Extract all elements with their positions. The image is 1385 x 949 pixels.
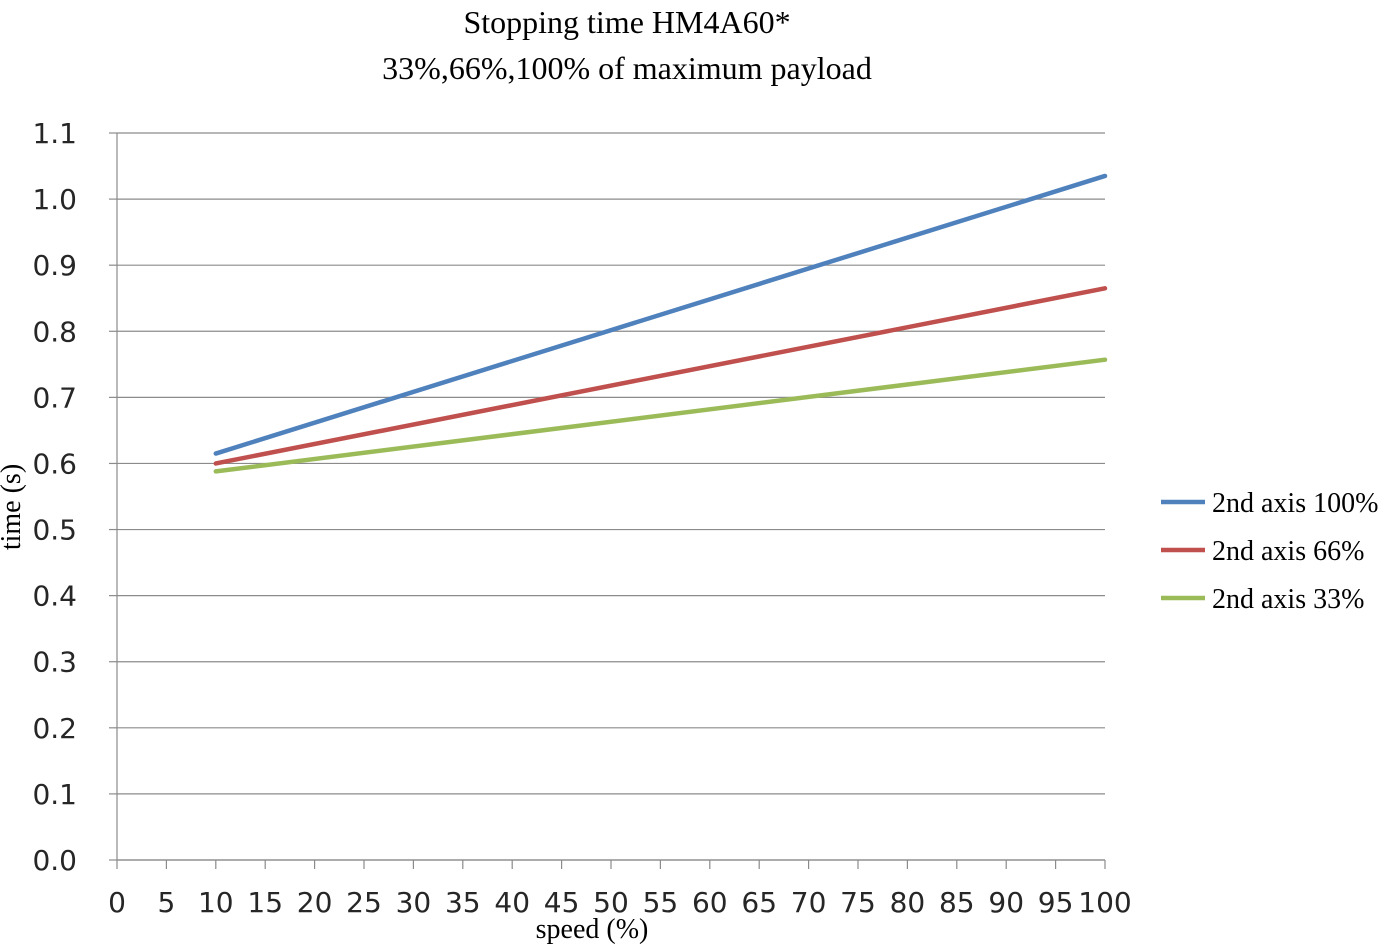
y-tick-label: 0.9: [32, 249, 77, 282]
series-lines: [213, 173, 1108, 474]
y-tick-label: 0.7: [32, 381, 77, 414]
legend-item: 2nd axis 100%: [1161, 488, 1378, 519]
y-tick-label: 1.0: [32, 183, 77, 216]
x-tick-label: 95: [1038, 886, 1074, 919]
y-tick-label: 0.0: [32, 844, 77, 877]
x-tick-label: 90: [988, 886, 1024, 919]
x-tick-label: 25: [346, 886, 382, 919]
legend: 2nd axis 100% 2nd axis 66% 2nd axis 33%: [1161, 488, 1378, 615]
x-tick-label: 10: [198, 886, 234, 919]
legend-item: 2nd axis 66%: [1161, 536, 1364, 567]
x-tick-label: 50: [593, 886, 629, 919]
legend-label: 2nd axis 100%: [1212, 488, 1378, 519]
x-tick-label: 65: [741, 886, 777, 919]
y-tick-labels: 0.0 0.1 0.2 0.3 0.4 0.5 0.6 0.7 0.8 0.9 1.0 1.1: [32, 117, 77, 877]
x-axis-title: speed (%): [536, 914, 649, 945]
y-tick-label: 0.1: [32, 778, 77, 811]
x-tick-label: 40: [494, 886, 530, 919]
y-tick-label: 1.1: [32, 117, 77, 150]
x-tick-label: 35: [445, 886, 481, 919]
x-tick-label: 85: [939, 886, 975, 919]
y-tick-label: 0.2: [32, 712, 77, 745]
x-tick-label: 5: [157, 886, 175, 919]
x-tick-label: 100: [1078, 886, 1131, 919]
x-tick-labels: 0 5 10 15 20 25 30 35 40 45 50 55 60 65 70 75 80 85 90 95 10…: [108, 886, 1132, 919]
y-axis-title: time (s): [0, 464, 27, 550]
x-tick-label: 15: [247, 886, 283, 919]
x-tick-label: 30: [396, 886, 432, 919]
x-tick-label: 55: [643, 886, 679, 919]
y-tick-label: 0.6: [32, 447, 77, 480]
y-tick-label: 0.5: [32, 514, 77, 547]
gridlines: [117, 132, 1105, 861]
x-tick-label: 80: [890, 886, 926, 919]
chart-title: Stopping time HM4A60*: [463, 4, 791, 40]
y-tick-label: 0.8: [32, 315, 77, 348]
chart-subtitle: 33%,66%,100% of maximum payload: [382, 50, 872, 86]
legend-item: 2nd axis 33%: [1161, 584, 1364, 615]
x-tick-label: 45: [544, 886, 580, 919]
series-line-0: [213, 173, 1108, 456]
series-line-2: [213, 357, 1108, 474]
x-tick-label: 70: [791, 886, 827, 919]
axes: [116, 133, 1105, 861]
legend-label: 2nd axis 66%: [1212, 536, 1364, 567]
y-tick-label: 0.3: [32, 646, 77, 679]
legend-label: 2nd axis 33%: [1212, 584, 1364, 615]
x-tick-label: 0: [108, 886, 126, 919]
axis-ticks: [109, 132, 1106, 869]
x-tick-label: 75: [840, 886, 876, 919]
x-tick-label: 20: [297, 886, 333, 919]
x-tick-label: 60: [692, 886, 728, 919]
series-line-1: [213, 286, 1108, 466]
y-tick-label: 0.4: [32, 580, 77, 613]
